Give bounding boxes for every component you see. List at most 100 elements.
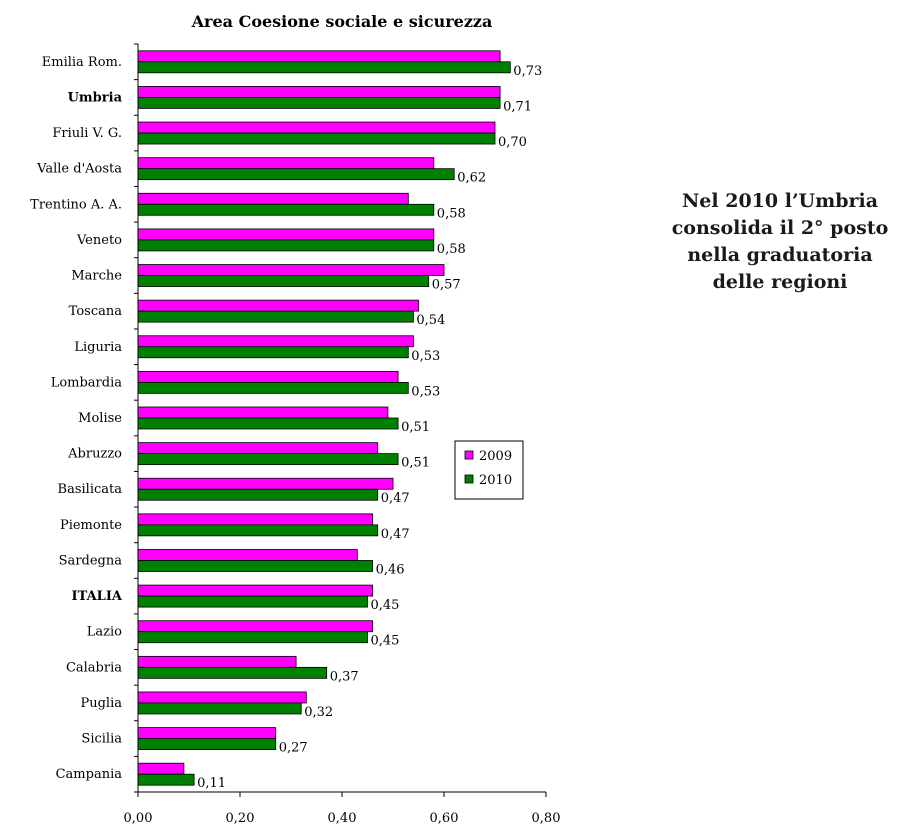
bar-2010 [137,168,455,181]
bar-2009 [137,370,399,383]
category-label: Lazio [87,625,122,640]
bar-2009 [137,264,445,276]
x-tick-label: 0,80 [532,811,561,826]
chart-title: Area Coesione sociale e sicurezza [191,12,493,31]
data-label: 0,70 [498,135,527,150]
bar-2010 [137,738,277,750]
data-label: 0,58 [437,242,466,257]
legend-label-2009: 2009 [479,449,512,464]
bar-2010 [137,381,409,394]
data-label: 0,62 [457,171,486,186]
bar-2009 [137,50,501,63]
data-label: 0,51 [401,420,430,435]
data-label: 0,37 [330,669,359,684]
data-label: 0,54 [416,313,445,328]
bars-group [137,50,511,786]
category-label: Friuli V. G. [52,126,122,141]
bar-2010 [137,346,409,359]
category-label: Molise [78,411,122,426]
bar-2010 [137,132,496,145]
bar-2009 [137,228,435,241]
bar-2009 [137,620,374,633]
data-label: 0,27 [279,741,308,756]
bar-2010 [137,453,399,466]
data-label: 0,73 [513,64,542,79]
category-label: Valle d'Aosta [36,162,122,177]
legend-swatch-2010 [464,474,474,484]
category-label: Sicilia [81,732,122,747]
data-label: 0,45 [371,598,400,613]
bar-2009 [137,691,307,704]
bar-2010 [137,773,195,786]
bar-2010 [137,560,374,572]
bar-2010 [137,488,379,501]
bar-2010 [137,310,414,323]
category-label: ITALIA [72,589,123,604]
data-label: 0,57 [432,278,461,293]
category-label: Lombardia [51,375,123,390]
bar-2009 [137,86,501,98]
category-label: Marche [71,269,122,284]
bar-2010 [137,97,501,109]
x-tick-label: 0,40 [328,811,357,826]
bar-2010 [137,595,368,608]
bar-2009 [137,477,394,490]
bar-2009 [137,584,374,597]
category-label: Toscana [69,304,123,319]
bar-2009 [137,655,297,668]
bar-2010 [137,666,328,679]
data-label: 0,11 [197,776,226,791]
legend-swatch-2009 [464,450,474,460]
bar-2009 [137,442,379,455]
category-label: Calabria [66,660,122,675]
bar-2010 [137,702,302,715]
data-label: 0,47 [381,527,410,542]
x-tick-label: 0,00 [124,811,153,826]
bar-2010 [137,417,399,430]
category-label: Puglia [80,696,122,711]
data-label: 0,32 [304,705,333,720]
bar-2009 [137,406,389,419]
category-label: Emilia Rom. [42,55,122,70]
category-label: Trentino A. A. [30,197,122,212]
data-label: 0,71 [503,99,532,114]
bar-2009 [137,121,496,134]
category-label: Abruzzo [67,447,122,462]
category-label: Veneto [76,233,122,248]
bar-2009 [137,335,414,348]
side-note: Nel 2010 l’Umbria consolida il 2° posto … [671,190,889,293]
bar-2010 [137,61,511,74]
labels-group: Emilia Rom. 0,73 Umbria 0,71 Friuli V. G. 0,7… [30,55,542,791]
x-axis: 0,00 0,20 0,40 0,60 0,80 [124,43,561,826]
legend-label-2010: 2010 [479,473,512,488]
bar-2009 [137,762,185,775]
category-label: Piemonte [60,518,122,533]
data-label: 0,47 [381,491,410,506]
category-label: Basilicata [58,482,123,497]
x-tick-label: 0,20 [226,811,255,826]
bar-2010 [137,203,435,216]
legend: 2009 2010 [454,440,524,500]
bar-2009 [137,192,409,205]
bar-2009 [137,299,419,312]
bar-2009 [137,513,374,526]
bar-2010 [137,239,435,252]
bar-2009 [137,157,435,170]
x-tick-label: 0,60 [430,811,459,826]
category-label: Campania [56,767,123,782]
data-label: 0,53 [411,384,440,399]
category-label: Liguria [74,340,122,355]
data-label: 0,45 [371,634,400,649]
category-label: Sardegna [59,553,123,568]
bar-2009 [137,727,277,739]
bar-2010 [137,631,368,644]
bar-2010 [137,524,379,537]
data-label: 0,53 [411,349,440,364]
data-label: 0,51 [401,456,430,471]
bar-2009 [137,549,358,561]
bar-2010 [137,275,430,287]
data-label: 0,46 [376,562,405,577]
data-label: 0,58 [437,206,466,221]
category-label: Umbria [68,90,123,105]
